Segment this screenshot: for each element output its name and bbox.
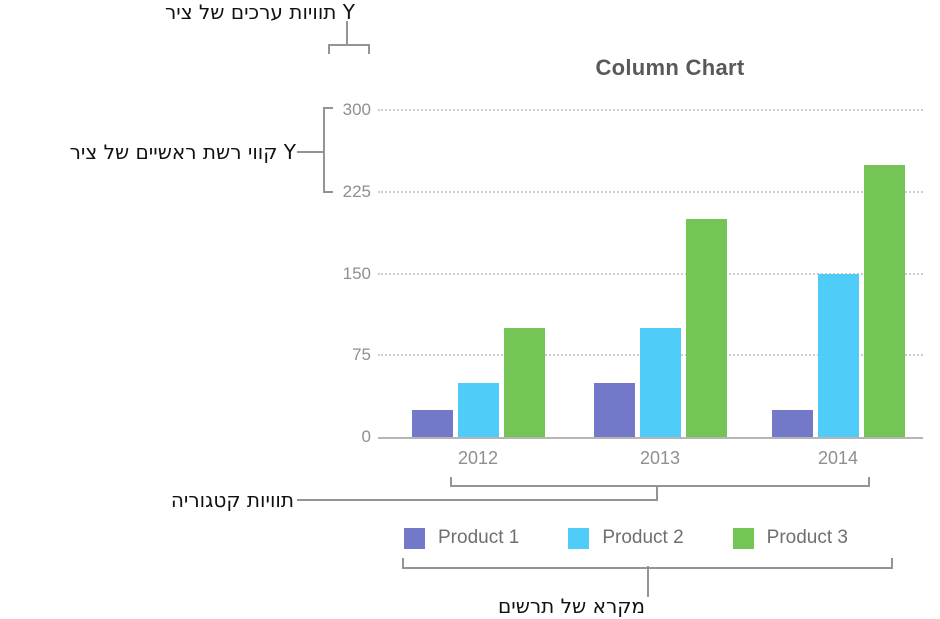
bar-product-1-2014 [771, 409, 813, 437]
y-tick-label: 300 [342, 100, 371, 119]
y-gridline [378, 272, 923, 275]
bar-product-2-2014 [817, 273, 859, 437]
bar-product-2-2012 [457, 382, 499, 437]
legend-item-product-3: Product 3 [732, 527, 848, 549]
x-axis-line [378, 437, 923, 439]
legend-swatch [568, 527, 590, 549]
value-labels-callout-stem [346, 21, 348, 45]
value-labels-callout-text: תוויות ערכים של ציר Y [164, 0, 355, 24]
category-label-2012: 2012 [457, 448, 499, 468]
legend-label: Product 2 [602, 527, 684, 548]
gridlines-callout-bracket [323, 107, 333, 193]
category-callout-text: תוויות קטגוריה [170, 488, 294, 512]
legend-callout-text: מקרא של תרשים [497, 594, 645, 618]
y-gridline [378, 109, 923, 111]
legend-label: Product 1 [438, 527, 520, 548]
legend-label: Product 3 [766, 527, 848, 548]
legend-item-product-2: Product 2 [568, 527, 684, 549]
bar-product-3-2013 [685, 219, 727, 437]
y-tick-label: 75 [352, 345, 371, 365]
legend-item-product-1: Product 1 [404, 527, 519, 549]
category-callout-bracket [450, 477, 870, 487]
legend-callout-stem [647, 566, 649, 597]
y-tick-label: 0 [361, 427, 371, 446]
legend-swatch [732, 527, 754, 549]
bar-product-1-2013 [593, 382, 635, 437]
bar-product-2-2013 [639, 328, 681, 437]
value-labels-callout-bracket [328, 44, 370, 54]
category-callout-connector [297, 499, 657, 501]
category-label-2013: 2013 [639, 448, 681, 468]
bar-product-3-2012 [503, 328, 545, 437]
y-tick-label: 225 [342, 181, 371, 201]
gridlines-callout-text: קווי רשת ראשיים של ציר Y [69, 140, 296, 164]
chart-title: Column Chart [595, 55, 745, 80]
chart-legend: Product 1 Product 2 Product 3 [404, 527, 848, 549]
y-gridline [378, 190, 923, 193]
y-tick-label: 150 [342, 263, 371, 283]
bar-product-1-2012 [411, 409, 453, 437]
gridlines-callout-connector [297, 151, 323, 153]
bar-product-3-2014 [863, 164, 905, 437]
legend-swatch [404, 527, 425, 549]
category-callout-stem [656, 485, 658, 501]
category-label-2014: 2014 [817, 448, 859, 468]
